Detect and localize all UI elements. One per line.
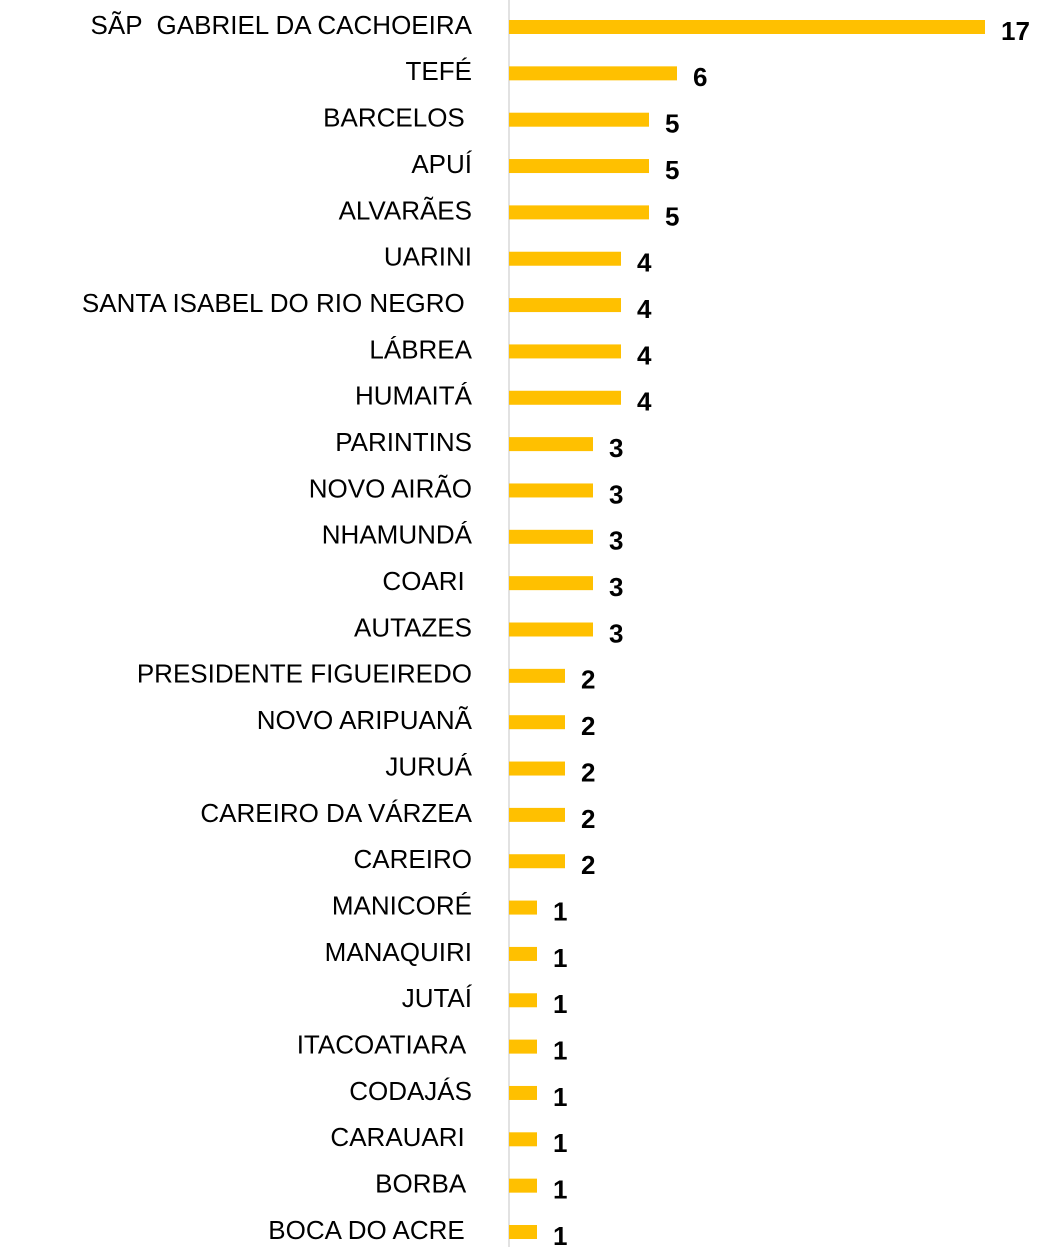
bar: [509, 112, 649, 127]
bar: [509, 205, 649, 220]
value-label: 1: [553, 1128, 567, 1158]
value-label: 1: [553, 1082, 567, 1112]
category-label: AUTAZES: [354, 612, 472, 642]
category-label: ITACOATIARA: [297, 1029, 472, 1059]
value-label: 17: [1001, 16, 1030, 46]
bar: [509, 1225, 537, 1239]
value-label: 5: [665, 201, 679, 231]
bar: [509, 437, 593, 452]
bar: [509, 946, 537, 961]
bar: [509, 761, 565, 776]
category-label: ALVARÃES: [339, 195, 472, 225]
value-label: 1: [553, 1221, 567, 1247]
value-label: 1: [553, 1035, 567, 1065]
bar: [509, 1039, 537, 1054]
category-label: TEFÉ: [406, 56, 472, 86]
bar: [509, 251, 621, 266]
category-label: APUÍ: [411, 149, 472, 179]
bar: [509, 1085, 537, 1100]
category-label: PARINTINS: [335, 427, 472, 457]
value-label: 2: [581, 757, 595, 787]
value-label: 2: [581, 711, 595, 741]
category-label: SÃP GABRIEL DA CACHOEIRA: [91, 10, 473, 40]
value-label: 3: [609, 572, 623, 602]
category-label: JUTAÍ: [402, 983, 473, 1013]
value-label: 5: [665, 109, 679, 139]
bar: [509, 20, 985, 34]
category-label: MANAQUIRI: [325, 937, 472, 967]
bar: [509, 900, 537, 915]
value-label: 4: [637, 248, 652, 278]
category-label: NOVO AIRÃO: [309, 473, 472, 503]
value-label: 3: [609, 479, 623, 509]
value-label: 4: [637, 340, 652, 370]
category-label: SANTA ISABEL DO RIO NEGRO: [82, 288, 472, 318]
value-label: 5: [665, 155, 679, 185]
value-label: 1: [553, 989, 567, 1019]
value-label: 4: [637, 387, 652, 417]
value-label: 6: [693, 62, 707, 92]
value-label: 3: [609, 433, 623, 463]
category-label: BOCA DO ACRE: [268, 1215, 472, 1245]
value-label: 2: [581, 665, 595, 695]
bar: [509, 1132, 537, 1147]
value-label: 1: [553, 896, 567, 926]
value-label: 1: [553, 943, 567, 973]
category-label: CODAJÁS: [349, 1076, 472, 1106]
category-label: JURUÁ: [385, 751, 472, 781]
bar: [509, 807, 565, 822]
category-label: COARI: [382, 566, 472, 596]
bar: [509, 529, 593, 544]
bar: [509, 993, 537, 1008]
value-label: 3: [609, 526, 623, 556]
bar: [509, 298, 621, 313]
category-label: CAREIRO DA VÁRZEA: [200, 798, 472, 828]
category-label: CAREIRO: [354, 844, 472, 874]
category-label: NHAMUNDÁ: [322, 520, 473, 550]
value-label: 1: [553, 1175, 567, 1205]
value-label: 4: [637, 294, 652, 324]
category-label: HUMAITÁ: [355, 381, 473, 411]
bar: [509, 66, 677, 81]
bar: [509, 1178, 537, 1193]
value-label: 2: [581, 804, 595, 834]
category-label: UARINI: [384, 242, 472, 272]
category-label: CARAUARI: [330, 1122, 472, 1152]
bar: [509, 854, 565, 869]
category-label: BORBA: [375, 1169, 472, 1199]
bar: [509, 576, 593, 591]
category-label: LÁBREA: [369, 334, 472, 364]
category-label: BARCELOS: [323, 103, 472, 133]
bar: [509, 390, 621, 405]
category-label: PRESIDENTE FIGUEIREDO: [137, 659, 472, 689]
value-label: 3: [609, 618, 623, 648]
category-label: MANICORÉ: [332, 890, 472, 920]
value-label: 2: [581, 850, 595, 880]
category-label: NOVO ARIPUANÃ: [257, 705, 473, 735]
bar: [509, 715, 565, 730]
bar: [509, 668, 565, 683]
bar: [509, 159, 649, 174]
bar: [509, 344, 621, 359]
bar: [509, 483, 593, 498]
bar: [509, 622, 593, 637]
